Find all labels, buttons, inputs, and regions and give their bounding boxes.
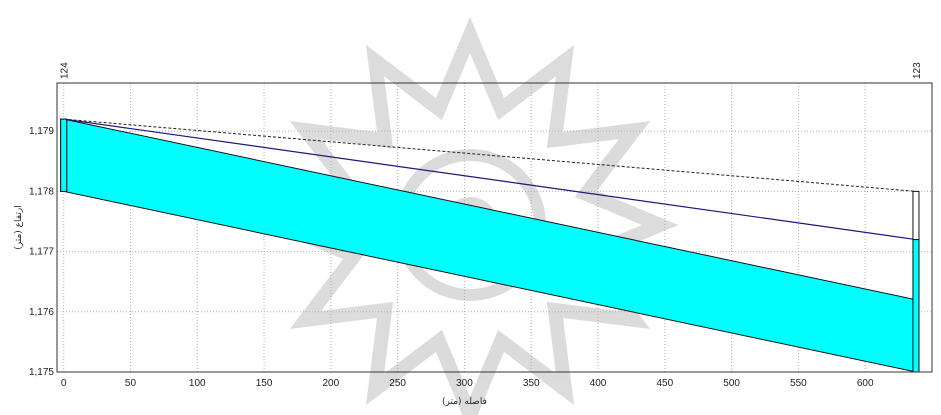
- x-tick-label: 100: [189, 378, 206, 389]
- x-tick-label: 0: [61, 378, 67, 389]
- node-bar-water: [912, 239, 920, 373]
- ground-line: [63, 118, 917, 192]
- y-tick-label: 1,175: [29, 367, 54, 378]
- y-tick-labels: 1,175 1,176 1,177 1,178 1,179: [29, 126, 54, 378]
- y-tick-label: 1,176: [29, 307, 54, 318]
- node-bar-water: [60, 118, 68, 192]
- x-tick-label: 400: [590, 378, 607, 389]
- y-tick-label: 1,178: [29, 186, 54, 197]
- x-tick-labels: 0 50 100 150 200 250 300 350 400 450 500 550 600: [61, 378, 874, 389]
- y-axis-title: ارتفاع (متر): [14, 205, 24, 249]
- x-tick-label: 250: [389, 378, 406, 389]
- x-tick-label: 200: [323, 378, 340, 389]
- watermark-star: [261, 16, 679, 415]
- x-tick-label: 150: [256, 378, 273, 389]
- x-axis-title: فاصله (متر): [442, 397, 487, 407]
- x-tick-label: 50: [125, 378, 137, 389]
- plot-frame: [56, 82, 933, 373]
- y-tick-label: 1,179: [29, 126, 54, 137]
- profile-lines: [63, 118, 917, 241]
- x-tick-label: 500: [723, 378, 740, 389]
- hydraulic-grade-line: [63, 118, 917, 241]
- x-tick-label: 600: [857, 378, 874, 389]
- x-tick-label: 450: [656, 378, 673, 389]
- node-label: 123: [912, 62, 923, 79]
- node-labels: 124 123: [60, 62, 923, 79]
- y-tick-label: 1,177: [29, 247, 54, 258]
- x-tick-label: 550: [790, 378, 807, 389]
- x-tick-label: 300: [456, 378, 473, 389]
- node-label: 124: [60, 62, 71, 79]
- x-tick-label: 350: [523, 378, 540, 389]
